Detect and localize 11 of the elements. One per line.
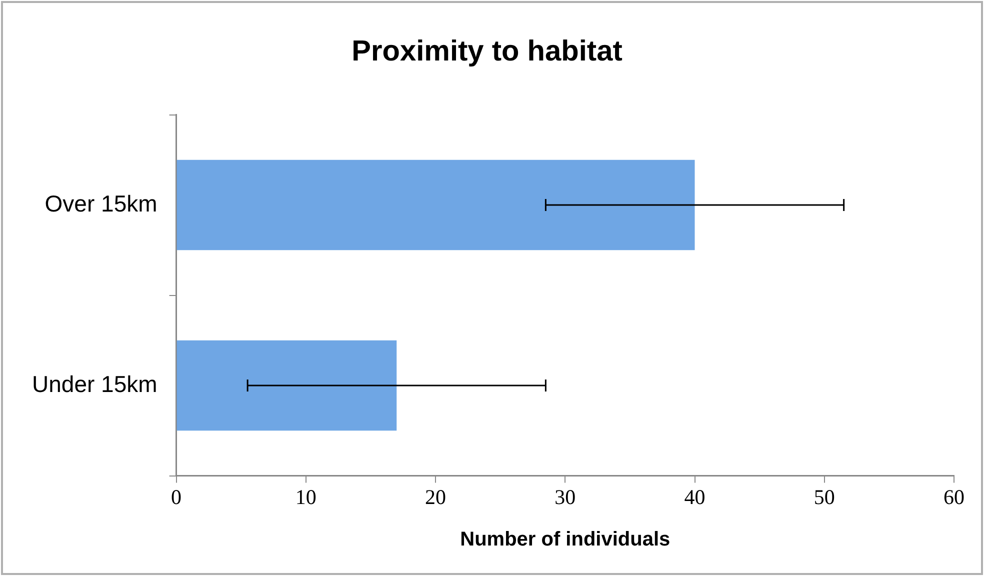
x-tick-label: 60 <box>944 484 964 509</box>
chart-title: Proximity to habitat <box>352 35 623 68</box>
x-tick-label: 20 <box>425 484 446 509</box>
x-axis-title: Number of individuals <box>460 528 670 551</box>
y-tick-label: Over 15km <box>44 190 158 216</box>
x-tick-label: 50 <box>814 484 835 509</box>
x-tick-label: 0 <box>171 484 182 509</box>
x-tick-label: 40 <box>684 484 706 509</box>
x-tick-label: 30 <box>554 484 576 509</box>
x-tick-label: 10 <box>295 484 316 509</box>
y-tick-label: Under 15km <box>32 370 158 397</box>
